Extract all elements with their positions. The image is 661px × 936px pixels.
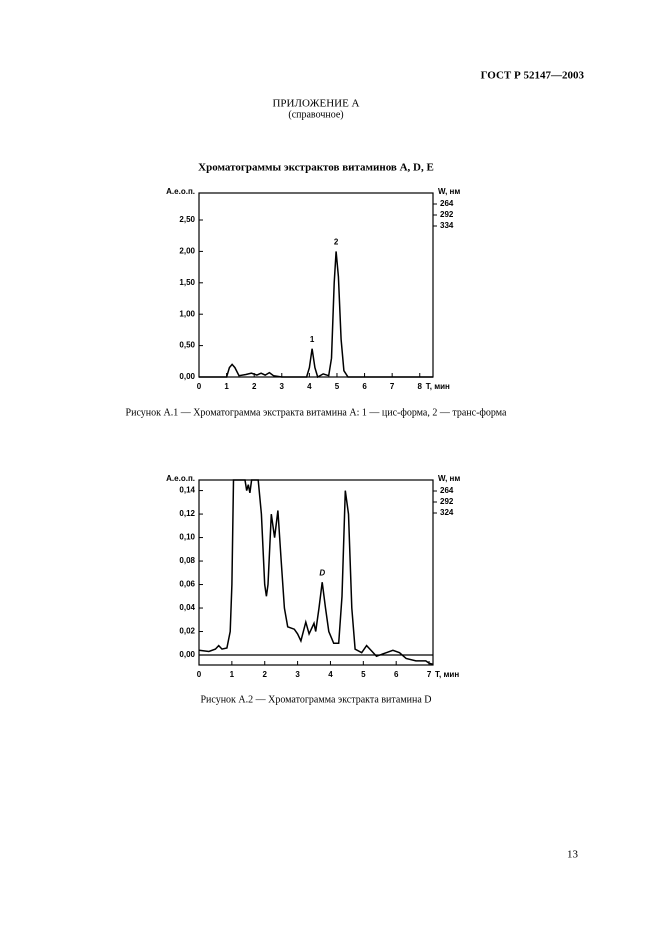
peak-label: D xyxy=(319,568,325,577)
caption: Рисунок А.1 — Хроматограмма экстракта ви… xyxy=(126,407,507,418)
plot-frame xyxy=(198,479,434,666)
x-tick-label: 0 xyxy=(197,670,202,679)
y-tick-label: 0,04 xyxy=(179,603,195,612)
y-tick-label: 0,00 xyxy=(179,650,195,659)
y-tick-label: 0,50 xyxy=(179,341,195,350)
y-tick-label: 0,10 xyxy=(179,533,195,542)
x-tick-label: 6 xyxy=(394,670,399,679)
x-tick-label: 1 xyxy=(224,382,229,391)
page-number: 13 xyxy=(567,849,579,861)
section-title: Хроматограммы экстрактов витаминов А, D,… xyxy=(198,162,434,174)
x-tick-label: 8 xyxy=(418,382,423,391)
appendix-title: ПРИЛОЖЕНИЕ А xyxy=(272,98,359,110)
y-tick-label: 0,00 xyxy=(179,372,195,381)
peak-label: 2 xyxy=(334,238,339,247)
wavelength-label: 334 xyxy=(440,221,454,230)
x-tick-label: 2 xyxy=(252,382,257,391)
x-tick-label: 1 xyxy=(230,670,235,679)
wavelength-label: 324 xyxy=(440,508,454,517)
y-tick-label: 1,00 xyxy=(179,309,195,318)
y-tick-label: 1,50 xyxy=(179,278,195,287)
x-tick-label: 2 xyxy=(263,670,268,679)
y-tick-label: 0,14 xyxy=(179,486,195,495)
y-tick-label: 2,50 xyxy=(179,215,195,224)
wavelength-label: 292 xyxy=(440,497,454,506)
chromatogram-line xyxy=(199,251,433,379)
y-axis-label: А.е.о.п. xyxy=(166,474,195,483)
chromatogram-line xyxy=(198,479,434,666)
y-tick-label: 0,08 xyxy=(179,556,195,565)
y-tick-label: 2,00 xyxy=(179,247,195,256)
wavelength-label: 292 xyxy=(440,210,454,219)
x-tick-label: 7 xyxy=(390,382,395,391)
appendix-note: (справочное) xyxy=(288,109,343,120)
header-code: ГОСТ Р 52147—2003 xyxy=(481,70,585,82)
x-tick-label: 0 xyxy=(197,382,202,391)
x-axis-label: T, мин xyxy=(426,382,450,391)
x-axis-label: T, мин xyxy=(435,670,459,679)
x-tick-label: 5 xyxy=(335,382,340,391)
peak-label: 1 xyxy=(310,335,315,344)
y-tick-label: 0,02 xyxy=(179,627,195,636)
y-axis-label: А.е.о.п. xyxy=(166,187,195,196)
x-tick-label: 4 xyxy=(328,670,333,679)
y2-axis-label: W, нм xyxy=(438,187,460,196)
x-tick-label: 4 xyxy=(307,382,312,391)
caption: Рисунок А.2 — Хроматограмма экстракта ви… xyxy=(200,694,431,705)
x-tick-label: 6 xyxy=(362,382,367,391)
wavelength-label: 264 xyxy=(440,199,454,208)
x-tick-label: 7 xyxy=(427,670,432,679)
wavelength-label: 264 xyxy=(440,486,454,495)
x-tick-label: 3 xyxy=(295,670,300,679)
plot-frame xyxy=(198,192,434,378)
x-tick-label: 5 xyxy=(361,670,366,679)
x-tick-label: 3 xyxy=(280,382,285,391)
y-tick-label: 0,12 xyxy=(179,509,195,518)
y2-axis-label: W, нм xyxy=(438,474,460,483)
y-tick-label: 0,06 xyxy=(179,580,195,589)
